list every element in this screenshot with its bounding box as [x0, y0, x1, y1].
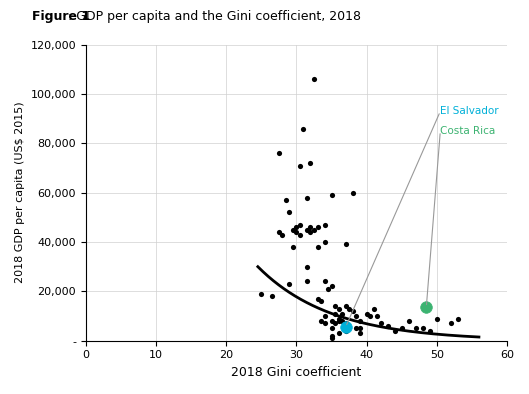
Point [268, 293, 276, 299]
Point [405, 318, 413, 324]
Point [345, 305, 353, 312]
Point [257, 291, 266, 297]
Point [331, 320, 339, 327]
Point [334, 330, 343, 336]
X-axis label: 2018 Gini coefficient: 2018 Gini coefficient [231, 366, 362, 379]
Point [331, 303, 339, 309]
Point [313, 244, 322, 250]
Point [422, 304, 431, 310]
Point [341, 324, 350, 330]
Point [327, 335, 336, 342]
Point [390, 328, 399, 334]
Point [296, 221, 304, 228]
Point [362, 310, 371, 317]
Point [349, 308, 357, 314]
Point [355, 330, 364, 336]
Point [373, 313, 381, 319]
Point [366, 313, 375, 319]
Point [338, 318, 346, 324]
Point [369, 305, 378, 312]
Point [292, 224, 300, 230]
Point [327, 318, 336, 324]
Point [331, 310, 339, 317]
Point [303, 195, 311, 201]
Point [418, 325, 427, 331]
Point [341, 328, 350, 334]
Point [327, 283, 336, 290]
Point [303, 278, 311, 284]
Point [349, 190, 357, 196]
Text: El Salvador: El Salvador [440, 106, 499, 116]
Point [289, 227, 297, 233]
Point [278, 231, 287, 238]
Point [320, 320, 329, 327]
Point [334, 315, 343, 322]
Point [397, 325, 406, 331]
Point [275, 229, 283, 235]
Point [317, 318, 325, 324]
Point [306, 160, 315, 166]
Point [310, 76, 318, 82]
Point [446, 320, 455, 327]
Point [352, 325, 360, 331]
Point [275, 150, 283, 156]
Point [281, 197, 290, 203]
Point [341, 242, 350, 248]
Point [289, 244, 297, 250]
Point [425, 328, 434, 334]
Point [355, 325, 364, 331]
Point [317, 298, 325, 305]
Point [341, 320, 350, 327]
Point [341, 303, 350, 309]
Point [338, 310, 346, 317]
Point [352, 313, 360, 319]
Point [324, 286, 332, 292]
Point [296, 162, 304, 169]
Point [320, 221, 329, 228]
Point [320, 313, 329, 319]
Point [433, 315, 441, 322]
Point [303, 227, 311, 233]
Point [384, 323, 392, 329]
Point [306, 224, 315, 230]
Point [313, 224, 322, 230]
Point [327, 333, 336, 339]
Point [377, 320, 385, 327]
Point [303, 264, 311, 270]
Point [306, 229, 315, 235]
Point [327, 325, 336, 331]
Point [355, 318, 364, 324]
Point [292, 229, 300, 235]
Point [454, 315, 462, 322]
Text: : GDP per capita and the Gini coefficient, 2018: : GDP per capita and the Gini coefficien… [68, 10, 361, 23]
Point [320, 278, 329, 284]
Y-axis label: 2018 GDP per capita (US$ 2015): 2018 GDP per capita (US$ 2015) [15, 102, 25, 283]
Text: Figure 1: Figure 1 [32, 10, 90, 23]
Point [310, 227, 318, 233]
Point [334, 305, 343, 312]
Point [285, 209, 294, 216]
Point [299, 125, 308, 132]
Point [285, 281, 294, 287]
Text: Costa Rica: Costa Rica [440, 126, 496, 136]
Point [334, 318, 343, 324]
Point [313, 296, 322, 302]
Point [327, 192, 336, 198]
Point [320, 239, 329, 245]
Point [412, 325, 420, 331]
Point [296, 231, 304, 238]
